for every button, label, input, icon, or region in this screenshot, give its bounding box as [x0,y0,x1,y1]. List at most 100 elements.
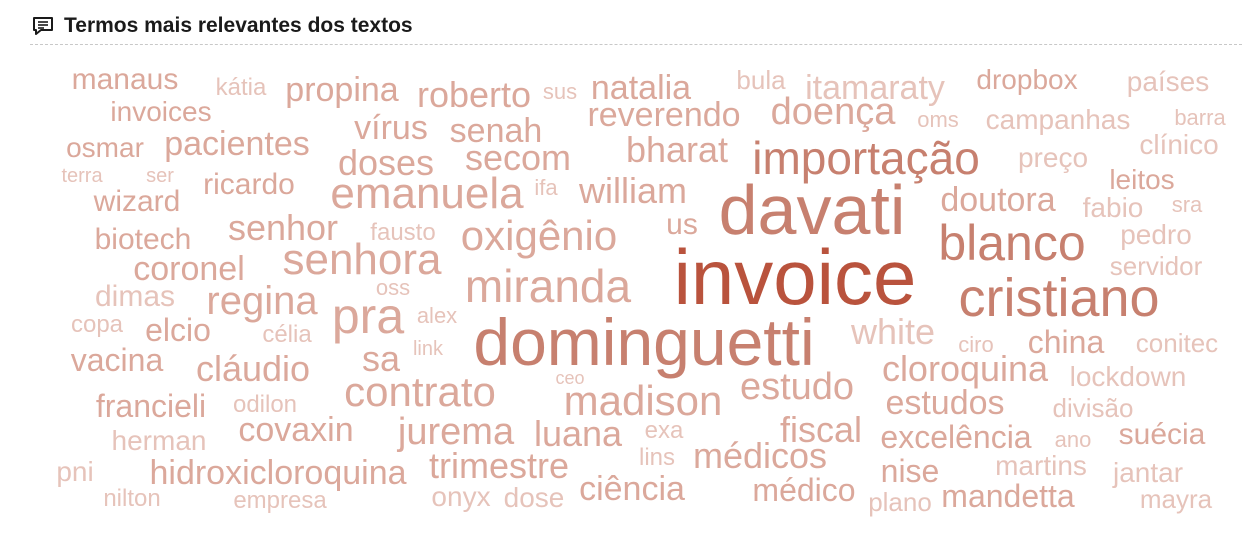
word-dominguetti: dominguetti [473,305,815,379]
word-vacina: vacina [70,342,164,378]
word-bharat: bharat [625,129,729,170]
word-white: white [850,311,936,352]
word-ano: ano [1054,427,1092,452]
word-celia: célia [262,321,312,348]
word-preco: preço [1017,142,1089,173]
word-us: us [666,208,698,241]
word-conitec: conitec [1135,328,1219,358]
word-invoices: invoices [110,96,212,127]
word-senhor: senhor [227,207,339,248]
word-madison: madison [563,377,723,424]
word-ciro: ciro [958,332,994,357]
word-link: link [412,338,444,360]
word-estudos: estudos [885,384,1005,422]
word-plano: plano [868,487,932,517]
section-header: Termos mais relevantes dos textos [30,12,1242,45]
word-nilton: nilton [103,485,161,512]
word-emanuela: emanuela [330,169,524,218]
word-onyx: onyx [431,481,491,512]
word-lins: lins [638,444,676,471]
word-pedro: pedro [1120,219,1192,250]
word-katia: kátia [215,74,267,101]
comment-lines-icon [32,16,54,36]
word-barra: barra [1174,105,1226,130]
word-trimestre: trimestre [428,445,570,486]
word-cloroquina: cloroquina [881,348,1049,389]
word-pra: pra [331,288,405,344]
word-paises: países [1126,66,1210,97]
word-nise: nise [880,453,940,489]
word-roberto: roberto [416,74,532,115]
word-claudio: cláudio [195,348,311,389]
word-campanhas: campanhas [985,104,1131,135]
word-invoice: invoice [673,233,917,321]
word-clinico: clínico [1139,129,1219,160]
word-copa: copa [70,311,124,338]
word-sra: sra [1171,192,1203,217]
word-odilon: odilon [232,391,298,418]
word-fabio: fabio [1082,192,1144,223]
word-ser: ser [146,165,174,187]
word-regina: regina [206,279,318,323]
word-elcio: elcio [145,312,211,348]
word-ceo: ceo [555,368,585,388]
word-contrato: contrato [344,368,496,415]
word-ricardo: ricardo [203,168,295,201]
word-estudo: estudo [739,366,855,408]
word-jurema: jurema [397,411,515,453]
word-luana: luana [533,413,623,454]
word-china: china [1027,324,1105,360]
word-osmar: osmar [66,132,144,163]
word-mayra: mayra [1139,484,1213,514]
word-doses: doses [337,142,435,183]
word-sus: sus [542,79,578,104]
word-sa: sa [361,338,401,379]
word-william: william [579,170,687,211]
word-alex: alex [416,303,458,328]
word-suecia: suécia [1118,418,1206,451]
word-dimas: dimas [94,280,176,313]
word-ciencia: ciência [579,470,685,508]
word-davati: davati [718,171,906,249]
word-natalia: natalia [590,69,692,107]
word-coronel: coronel [133,250,245,288]
word-dropbox: dropbox [976,64,1078,95]
word-fiscal: fiscal [779,409,863,450]
word-secom: secom [464,137,572,178]
word-ifa: ifa [534,175,558,200]
word-medico: médico [752,472,856,508]
word-wizard: wizard [93,185,181,218]
word-bula: bula [736,65,786,95]
word-excelencia: excelência [880,419,1032,455]
word-oms: oms [917,107,959,132]
word-mandetta: mandetta [941,478,1075,514]
word-pacientes: pacientes [164,125,310,163]
word-oss: oss [375,275,411,300]
word-propina: propina [285,71,399,109]
word-itamaraty: itamaraty [805,69,945,107]
word-divisao: divisão [1052,393,1134,423]
word-senah: senah [449,112,543,150]
word-francieli: francieli [95,388,207,424]
word-reverendo: reverendo [587,96,741,134]
word-importacao: importação [752,132,980,184]
word-oxigenio: oxigênio [460,212,618,259]
word-martins: martins [995,450,1087,481]
word-leitos: leitos [1109,164,1175,195]
word-fausto: fausto [370,219,436,246]
word-herman: herman [111,425,207,456]
word-pni: pni [56,456,94,487]
word-virus: vírus [354,109,428,147]
word-cristiano: cristiano [958,268,1160,328]
word-senhora: senhora [282,235,442,284]
word-blanco: blanco [938,215,1086,271]
word-jantar: jantar [1112,457,1184,488]
word-biotech: biotech [94,223,192,256]
word-covaxin: covaxin [238,411,354,449]
word-medicos: médicos [692,435,828,476]
word-lockdown: lockdown [1069,361,1187,392]
word-doenca: doença [770,91,896,133]
word-hidroxicloroquina: hidroxicloroquina [149,454,407,492]
word-terra: terra [61,165,103,187]
